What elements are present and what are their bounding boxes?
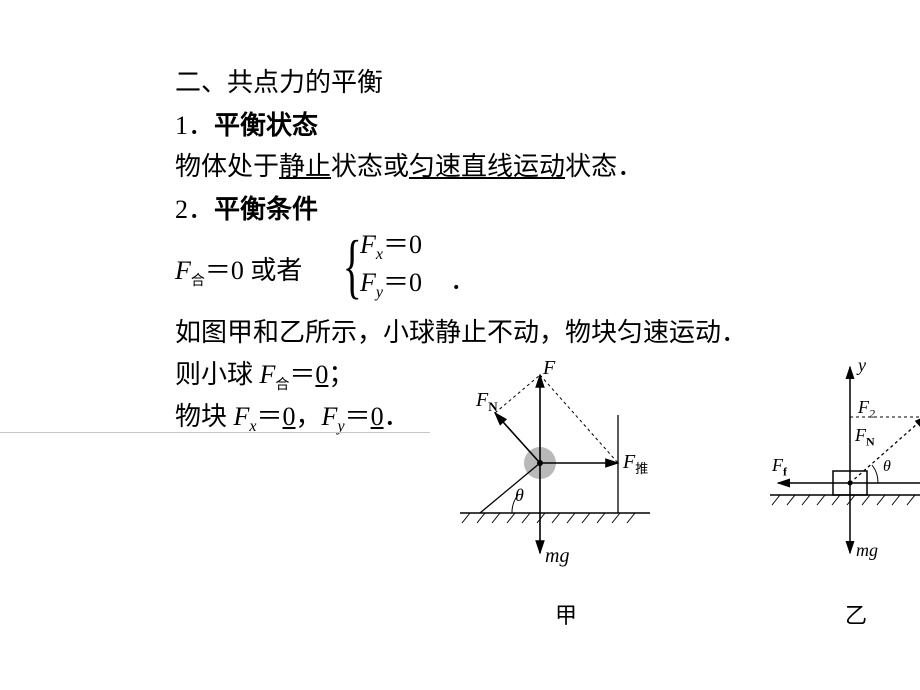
eq-fy-0: ＝0 [383,268,422,297]
state-pre: 物体处于 [175,152,279,181]
jia-F: F [543,357,555,380]
yi-FN: FN [855,425,875,450]
line-state: 物体处于静止状态或匀速直线运动状态． [175,154,643,180]
ball-pre: 则小球 [175,360,260,389]
jia-FN: FN [476,389,498,415]
line-figref: 如图甲和乙所示，小球静止不动，物块匀速运动． [175,320,747,346]
item1-num: 1． [175,111,214,140]
figure-yi: y F2 FN Ff θ mg [770,355,920,595]
page: 二、共点力的平衡 1．平衡状态 物体处于静止状态或匀速直线运动状态． 2．平衡条… [0,0,920,690]
block-eq2: ＝ [345,402,371,431]
eq-stack: Fx＝0 Fy＝0 [360,228,422,304]
ball-eq: ＝ [289,360,315,389]
item2-text: 平衡条件 [214,194,318,224]
jia-mg: mg [545,545,569,568]
yi-mg: mg [856,540,878,561]
state-post: 状态． [565,152,643,181]
line-ball: 则小球 F合＝0； [175,362,354,393]
eq-fx-sub: x [376,246,383,263]
block-Fx: F [234,402,250,431]
item1: 1．平衡状态 [175,112,318,139]
eq-fy-sub: y [376,284,383,301]
state-u2: 匀速直线运动 [409,152,565,181]
ball-post: ； [328,360,354,389]
ball-F: F [260,360,276,389]
jia-Fpush: F推 [623,451,648,477]
eq-or: 或者 [244,256,303,285]
eq-F: F [175,256,191,285]
item2: 2．平衡条件 [175,196,318,223]
eq-eq0-1: ＝0 [205,256,244,285]
yi-Ff: Ff [772,455,787,480]
section-heading: 二、共点力的平衡 [175,70,383,96]
yi-theta: θ [883,458,891,476]
block-comma: ， [296,402,322,431]
eq-F-sub: 合 [191,274,205,289]
block-pre: 物块 [175,402,234,431]
ball-F-sub: 合 [275,378,289,393]
eq-fx: F [360,230,376,259]
yi-y: y [858,355,866,376]
figure-jia: FN F F推 mg θ [440,355,670,595]
divider [0,432,430,433]
item1-text: 平衡状态 [214,110,318,140]
eq-dot: ． [450,268,476,294]
block-v1: 0 [283,402,296,431]
left-brace: { [343,225,362,308]
equation-line: F合＝0 或者 [175,258,302,289]
yi-label: 乙 [845,598,867,630]
yi-F2: F2 [858,397,875,422]
state-mid: 状态或 [331,152,409,181]
eq-fx-0: ＝0 [383,230,422,259]
block-v2: 0 [371,402,384,431]
jia-theta: θ [515,485,524,506]
figure-yi-svg [770,355,920,575]
block-post: ． [384,402,410,431]
eq-fy: F [360,268,376,297]
jia-label: 甲 [555,598,577,630]
block-eq1: ＝ [257,402,283,431]
state-u1: 静止 [279,152,331,181]
block-Fy: F [322,402,338,431]
item2-num: 2． [175,195,214,224]
ball-val: 0 [315,360,328,389]
line-block: 物块 Fx＝0，Fy＝0． [175,404,410,435]
